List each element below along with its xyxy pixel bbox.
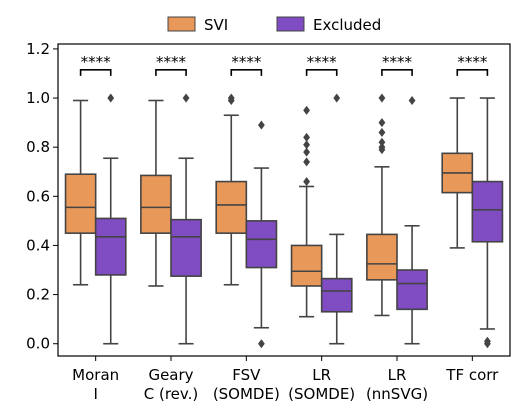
legend: SVI Excluded <box>167 16 381 34</box>
legend-swatch-svi <box>167 16 196 32</box>
significance-bracket <box>230 68 263 76</box>
x-tick-label-line: FSV <box>232 366 261 384</box>
y-tick-label: 0.6 <box>26 187 50 205</box>
x-tick-label-line: C (rev.) <box>144 385 199 403</box>
outlier-point <box>303 176 311 187</box>
plot-area <box>64 93 504 349</box>
iqr-box <box>396 269 428 311</box>
box-svi-1 <box>140 99 172 287</box>
significance-bracket <box>305 68 338 76</box>
x-tick-label: Geary C (rev.) <box>144 366 199 403</box>
outlier-point <box>303 105 311 115</box>
x-tick-label-line: (nnSVG) <box>366 385 428 403</box>
plot-frame <box>57 43 511 357</box>
box-excluded-1 <box>170 93 202 345</box>
significance-label: **** <box>382 53 413 71</box>
outlier-point <box>303 147 311 157</box>
iqr-box <box>94 217 127 276</box>
outlier-point <box>303 140 311 150</box>
x-tick-label-line: (SOMDE) <box>213 385 280 403</box>
outlier-point <box>378 93 386 103</box>
legend-swatch-excluded <box>276 16 305 32</box>
box-svi-4 <box>366 93 398 317</box>
box-excluded-5 <box>471 97 504 349</box>
iqr-box <box>215 180 248 234</box>
iqr-box <box>320 277 353 313</box>
x-tick-label: LR (SOMDE) <box>288 366 355 403</box>
outlier-point <box>182 93 190 103</box>
iqr-box <box>245 220 278 269</box>
y-axis: 0.0 0.2 0.4 0.6 0.8 1.0 1.2 <box>26 40 58 353</box>
y-tick-label: 0.2 <box>26 286 50 304</box>
legend-label-excluded: Excluded <box>313 16 381 34</box>
x-tick-label: TF corr <box>445 366 499 384</box>
x-tick-label-line: LR <box>312 366 331 384</box>
box-svi-5 <box>441 97 474 249</box>
x-tick-label: FSV (SOMDE) <box>213 366 280 403</box>
iqr-box <box>140 174 172 234</box>
significance-annotations: **** **** **** **** **** **** <box>79 53 489 76</box>
outlier-point <box>257 339 265 349</box>
x-tick-label-line: Geary <box>148 366 193 384</box>
significance-bracket <box>381 68 413 76</box>
x-tick-label-line: TF corr <box>445 366 499 384</box>
box-svi-2 <box>215 93 248 286</box>
significance-label: **** <box>457 53 488 71</box>
x-tick-label-line: I <box>93 385 97 403</box>
outlier-point <box>333 93 341 103</box>
outlier-point <box>378 142 386 152</box>
outlier-point <box>107 93 115 103</box>
iqr-box <box>290 244 323 287</box>
outlier-point <box>378 117 386 128</box>
y-tick-label: 0.0 <box>26 335 50 353</box>
outlier-point <box>378 137 386 147</box>
y-tick-label: 0.4 <box>26 236 50 254</box>
x-tick-label-line: Moran <box>72 366 119 384</box>
x-tick-label: Moran I <box>72 366 119 403</box>
significance-bracket <box>456 68 489 76</box>
x-tick-label: LR (nnSVG) <box>366 366 428 403</box>
significance-label: **** <box>307 53 338 71</box>
outlier-point <box>303 132 311 142</box>
box-excluded-3 <box>320 93 353 345</box>
outlier-point <box>408 95 416 106</box>
outlier-point <box>303 157 311 167</box>
significance-bracket <box>155 68 187 76</box>
legend-label-svi: SVI <box>204 16 228 34</box>
box-excluded-0 <box>94 93 127 345</box>
significance-label: **** <box>156 53 187 71</box>
iqr-box <box>170 218 202 277</box>
x-tick-label-line: (SOMDE) <box>288 385 355 403</box>
iqr-box <box>64 173 97 234</box>
y-tick-label: 1.2 <box>26 40 50 58</box>
y-tick-label: 1.0 <box>26 89 50 107</box>
significance-label: **** <box>81 53 112 71</box>
significance-bracket <box>79 68 112 76</box>
box-excluded-2 <box>245 120 278 349</box>
box-svi-0 <box>64 99 97 286</box>
outlier-point <box>227 93 235 103</box>
iqr-box <box>366 233 398 281</box>
y-tick-label: 0.8 <box>26 138 50 156</box>
outlier-point <box>378 127 386 138</box>
x-tick-label-line: LR <box>388 366 407 384</box>
outlier-point <box>483 336 491 346</box>
box-svi-3 <box>290 105 323 318</box>
significance-label: **** <box>231 53 262 71</box>
box-excluded-4 <box>396 95 428 345</box>
outlier-point <box>257 120 265 130</box>
iqr-box <box>471 180 504 243</box>
